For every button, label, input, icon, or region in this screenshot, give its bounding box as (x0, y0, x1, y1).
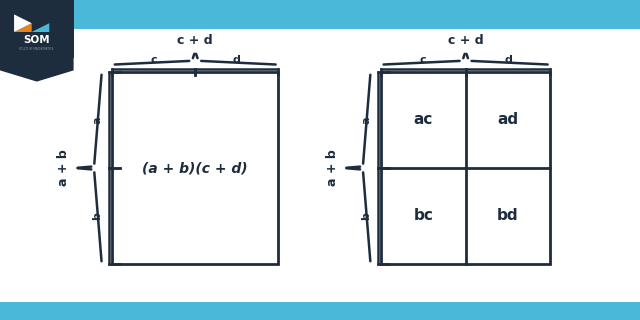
Bar (381, 72, 550, 264)
Text: a + b: a + b (326, 150, 339, 186)
Text: d: d (504, 55, 512, 65)
Text: a + b: a + b (57, 150, 70, 186)
Text: a: a (92, 116, 102, 124)
Text: c: c (420, 55, 426, 65)
Text: d: d (233, 55, 241, 65)
Text: ac: ac (413, 113, 433, 127)
Text: bd: bd (497, 209, 519, 223)
Bar (0, 302, 640, 320)
Text: b: b (361, 212, 371, 220)
Text: ad: ad (497, 113, 518, 127)
Text: c + d: c + d (448, 34, 483, 47)
Text: c + d: c + d (177, 34, 213, 47)
Text: bc: bc (413, 209, 433, 223)
Bar (0, 0, 74, 58)
Text: b: b (92, 212, 102, 220)
Polygon shape (14, 14, 32, 32)
Polygon shape (32, 14, 49, 23)
Text: SOM: SOM (23, 35, 50, 45)
Polygon shape (0, 58, 74, 82)
Text: STUDY OF MATHEMATICS: STUDY OF MATHEMATICS (19, 47, 54, 51)
Polygon shape (14, 23, 32, 32)
Polygon shape (32, 23, 49, 32)
Text: a: a (361, 116, 371, 124)
Bar (0, 0, 640, 29)
Text: (a + b)(c + d): (a + b)(c + d) (142, 161, 248, 175)
Text: c: c (150, 55, 157, 65)
Bar (112, 72, 278, 264)
